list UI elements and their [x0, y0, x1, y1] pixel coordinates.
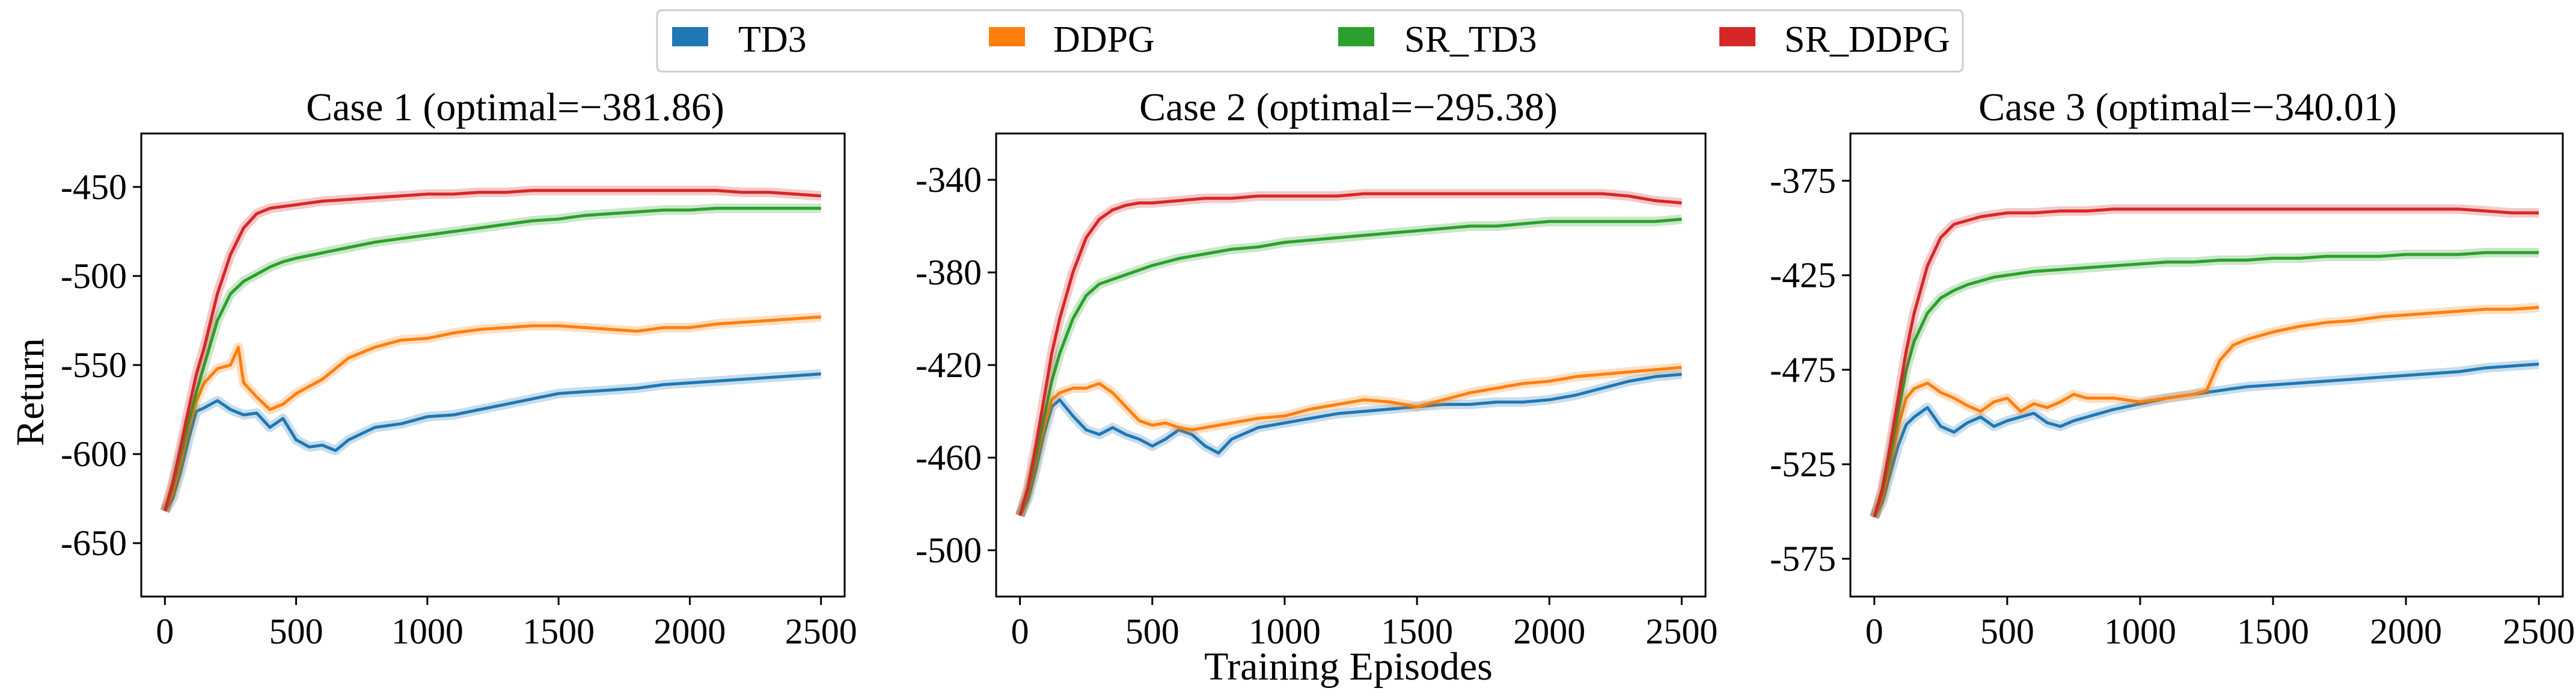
- legend-label-td3: TD3: [738, 19, 807, 60]
- x-tick-label: 2000: [653, 612, 726, 651]
- chart-case-1: Case 1 (optimal=−381.86) 0 500 1000 1500 200…: [61, 85, 857, 651]
- legend-label-ddpg: DDPG: [1053, 19, 1155, 60]
- y-tick-layer: -575 -525 -475 -425 -375: [1770, 161, 1850, 579]
- series-line-td3: [164, 372, 821, 512]
- x-tick-label: 1000: [2104, 612, 2176, 651]
- series-line-sr-td3: [1018, 218, 1682, 517]
- series-layer: [160, 185, 822, 514]
- axes-frame: [995, 132, 1707, 598]
- x-tick-label: 500: [1125, 612, 1179, 651]
- legend-swatch-td3: [672, 27, 708, 46]
- x-tick-label: 2000: [1513, 612, 1585, 651]
- y-tick-label: -475: [1770, 350, 1836, 390]
- y-tick-label: -340: [916, 160, 982, 200]
- series-line-sr-td3: [163, 206, 821, 512]
- y-tick-layer: -500 -460 -420 -380 -340: [916, 160, 996, 570]
- chart-case-2: Case 2 (optimal=−295.38) 0 500 1000 1500 200…: [916, 85, 1718, 651]
- legend-entry-sr-td3: SR_TD3: [1338, 19, 1537, 60]
- x-tick-label: 2000: [2370, 612, 2442, 651]
- series-line-sr-ddpg: [1873, 207, 2539, 518]
- axes-frame: [140, 132, 846, 598]
- series-band-sr-td3: [1015, 214, 1683, 517]
- series-line-td3: [1873, 362, 2539, 518]
- x-tick-layer: 0 500 1000 1500 2000 2500: [1011, 597, 1718, 651]
- x-tick-label: 0: [1011, 612, 1029, 651]
- x-tick-layer: 0 500 1000 1500 2000 2500: [1865, 597, 2575, 651]
- series-band-td3: [161, 369, 822, 514]
- series-layer: [1870, 204, 2539, 520]
- series-layer: [1015, 189, 1683, 518]
- series-line-ddpg: [164, 315, 821, 512]
- y-tick-label: -460: [916, 438, 982, 477]
- y-tick-label: -425: [1770, 256, 1836, 295]
- y-tick-label: -575: [1770, 539, 1836, 579]
- y-tick-label: -525: [1770, 444, 1836, 484]
- x-tick-label: 1500: [1381, 612, 1453, 651]
- legend-entry-ddpg: DDPG: [989, 19, 1155, 60]
- y-tick-label: -420: [916, 345, 982, 385]
- series-line-ddpg: [1018, 366, 1682, 517]
- legend-label-sr-td3: SR_TD3: [1404, 19, 1537, 60]
- series-band-sr-td3: [160, 203, 821, 513]
- y-tick-label: -500: [61, 256, 127, 296]
- y-tick-layer: -650 -600 -550 -500 -450: [61, 167, 141, 563]
- x-tick-layer: 0 500 1000 1500 2000 2500: [156, 597, 857, 651]
- x-tick-label: 2500: [2503, 612, 2575, 651]
- y-tick-label: -450: [61, 167, 127, 207]
- series-line-td3: [1018, 372, 1682, 517]
- series-band-ddpg: [1870, 302, 2539, 520]
- series-band-sr-ddpg: [160, 185, 822, 512]
- series-line-ddpg: [1873, 305, 2539, 518]
- x-tick-label: 1500: [522, 612, 595, 651]
- x-tick-label: 0: [1865, 612, 1883, 651]
- x-tick-label: 500: [1980, 612, 2034, 651]
- series-line-sr-ddpg: [163, 189, 821, 512]
- y-tick-label: -500: [916, 530, 982, 570]
- y-tick-label: -650: [61, 523, 127, 563]
- chart-title: Case 2 (optimal=−295.38): [1139, 85, 1558, 129]
- legend-entry-sr-ddpg: SR_DDPG: [1719, 19, 1950, 60]
- series-line-sr-ddpg: [1018, 192, 1682, 516]
- y-tick-label: -550: [61, 345, 127, 385]
- x-tick-label: 500: [269, 612, 323, 651]
- x-tick-label: 0: [156, 612, 174, 651]
- x-tick-label: 2500: [1645, 612, 1718, 651]
- y-tick-label: -375: [1770, 161, 1836, 201]
- axes-frame: [1849, 132, 2564, 598]
- legend-swatch-ddpg: [989, 27, 1025, 46]
- series-band-sr-ddpg: [1015, 189, 1683, 517]
- series-line-sr-td3: [1873, 251, 2539, 518]
- y-tick-label: -380: [916, 253, 982, 292]
- chart-title: Case 1 (optimal=−381.86): [306, 85, 724, 129]
- x-tick-label: 1000: [391, 612, 463, 651]
- legend-frame: [656, 9, 1964, 73]
- x-tick-label: 1500: [2237, 612, 2309, 651]
- legend: TD3 DDPG SR_TD3 SR_DDPG: [656, 9, 1964, 73]
- x-tick-label: 2500: [785, 612, 857, 651]
- legend-label-sr-ddpg: SR_DDPG: [1784, 19, 1950, 60]
- chart-title: Case 3 (optimal=−340.01): [1978, 85, 2397, 129]
- legend-entry-td3: TD3: [672, 19, 807, 60]
- chart-case-3: Case 3 (optimal=−340.01) 0 500 1000 1500 200…: [1770, 85, 2575, 651]
- x-axis-label: Training Episodes: [1204, 645, 1493, 689]
- legend-swatch-sr-td3: [1338, 27, 1374, 46]
- y-tick-label: -600: [61, 434, 127, 474]
- legend-swatch-sr-ddpg: [1719, 27, 1755, 46]
- x-tick-label: 1000: [1249, 612, 1321, 651]
- y-axis-label: Return: [8, 338, 52, 446]
